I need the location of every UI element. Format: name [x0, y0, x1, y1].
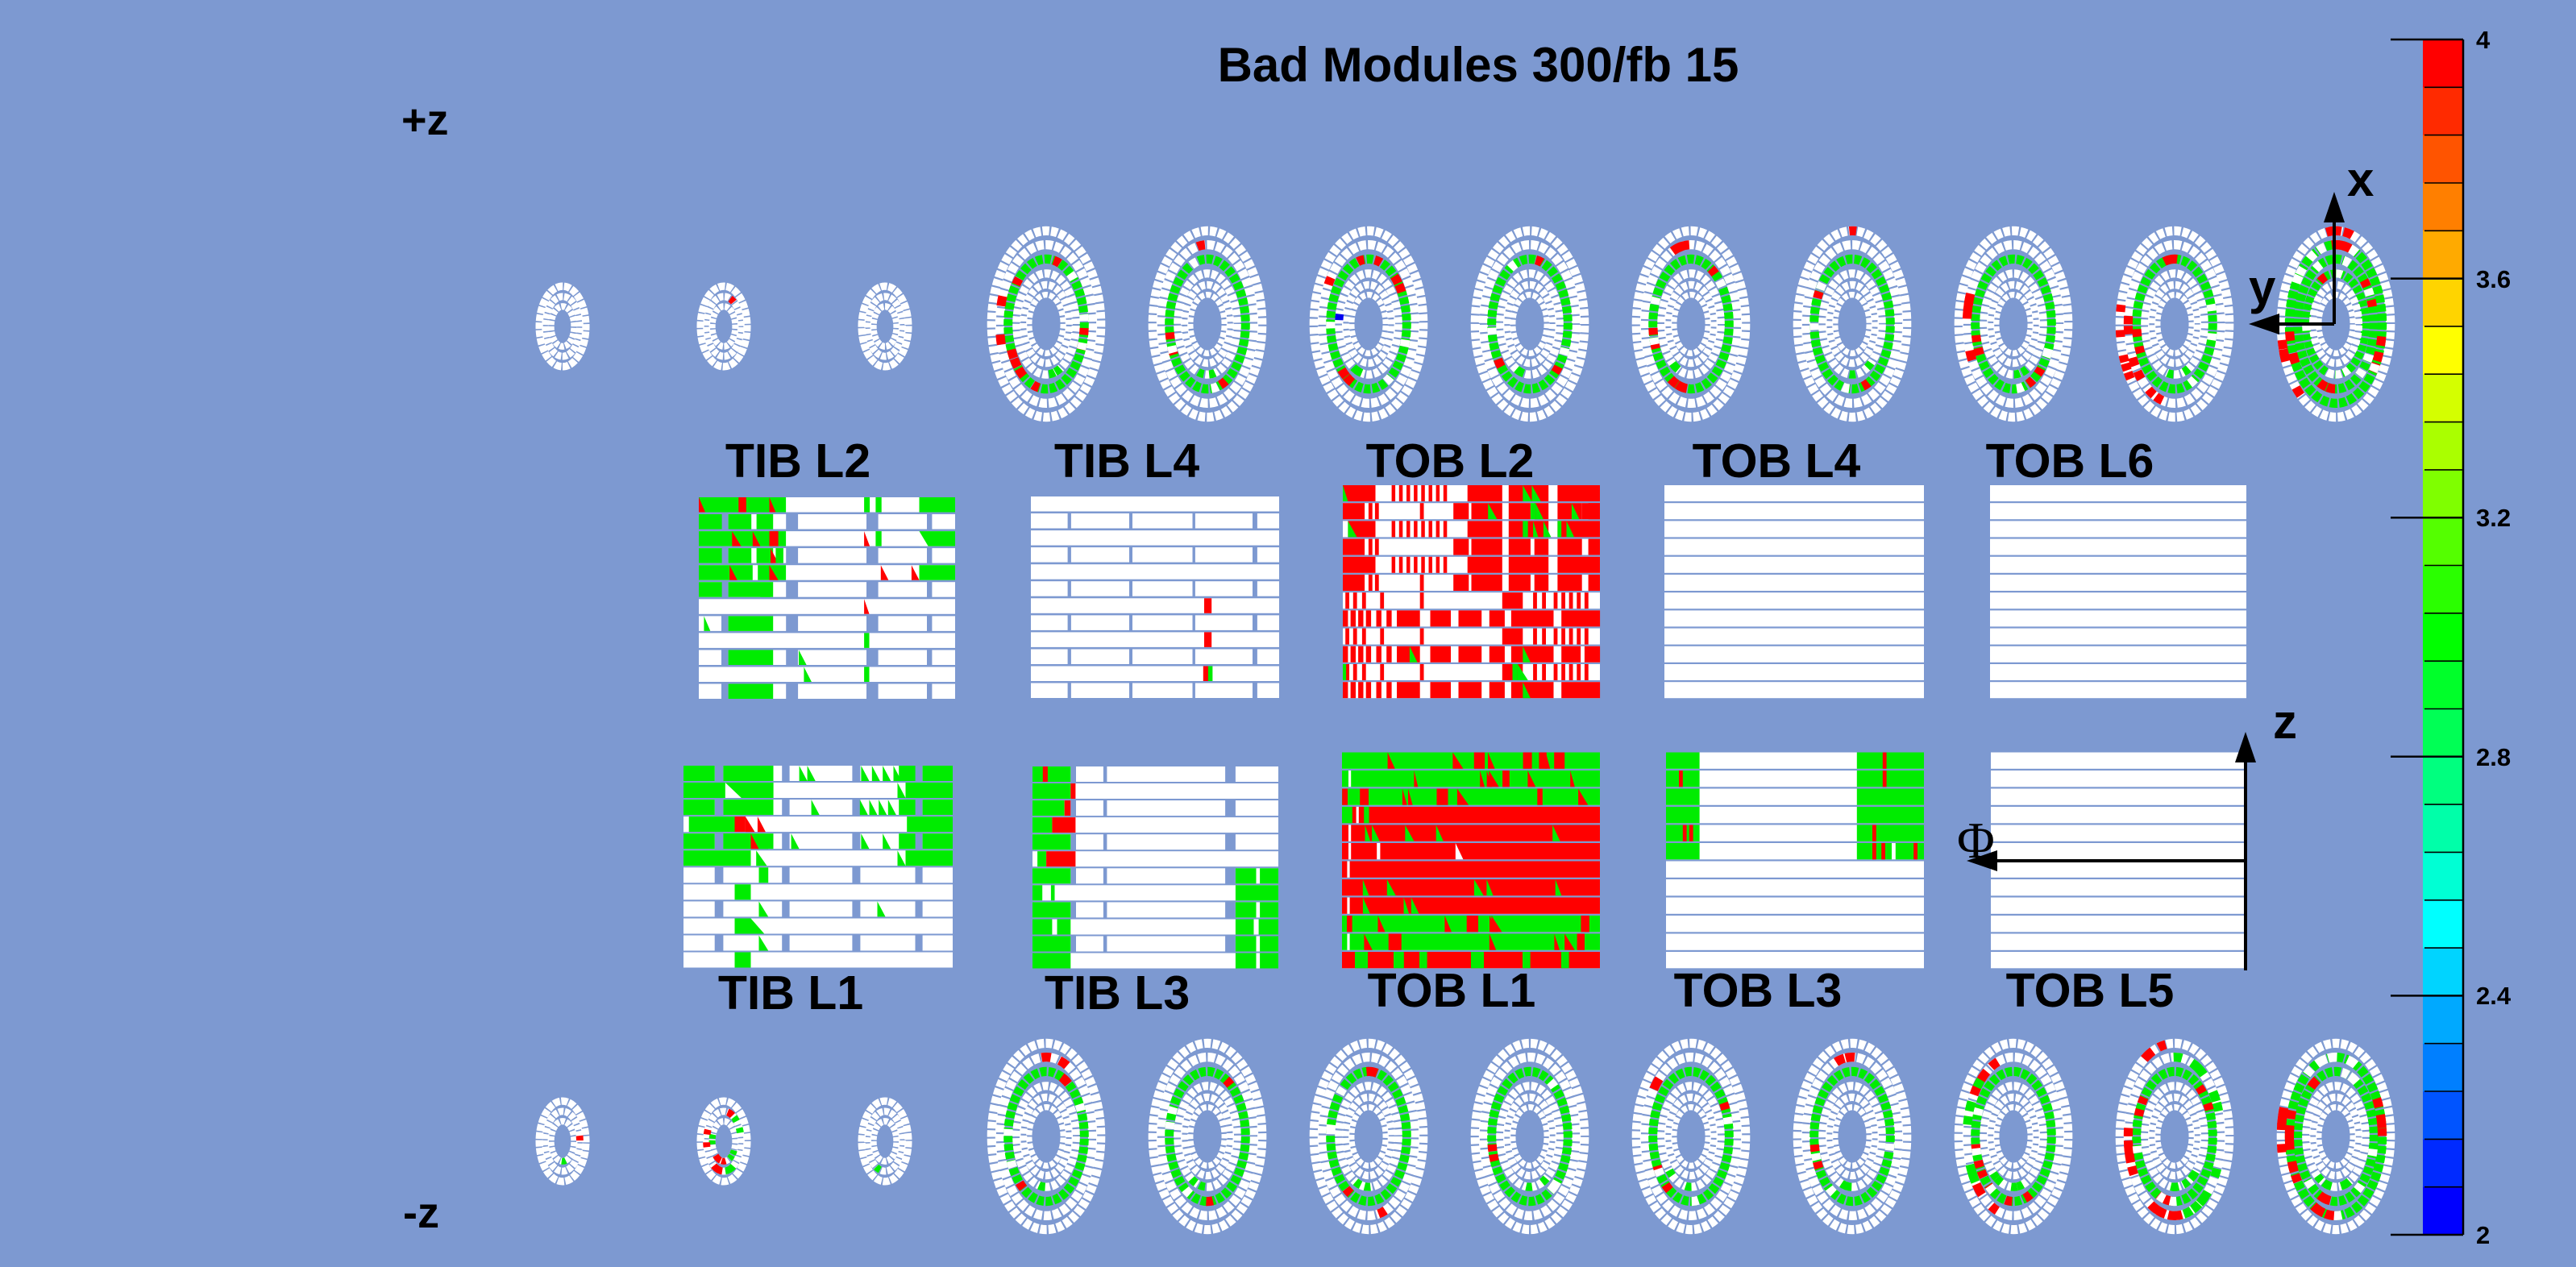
svg-text:2: 2	[2476, 1221, 2490, 1249]
svg-text:TOB L6: TOB L6	[1986, 434, 2154, 488]
svg-text:3.6: 3.6	[2476, 265, 2511, 293]
svg-text:x: x	[2347, 152, 2374, 206]
svg-text:Bad Modules 300/fb 15: Bad Modules 300/fb 15	[1218, 38, 1739, 92]
svg-text:3.2: 3.2	[2476, 504, 2511, 532]
svg-text:TIB L4: TIB L4	[1054, 434, 1199, 488]
svg-text:TOB L4: TOB L4	[1693, 434, 1861, 488]
svg-text:-z: -z	[403, 1189, 439, 1237]
svg-text:+z: +z	[401, 96, 449, 144]
svg-text:TIB L1: TIB L1	[718, 966, 863, 1020]
svg-text:2.8: 2.8	[2476, 743, 2511, 771]
svg-text:TOB L3: TOB L3	[1674, 964, 1843, 1017]
svg-text:TIB L3: TIB L3	[1045, 966, 1190, 1020]
svg-text:TOB L2: TOB L2	[1366, 434, 1535, 488]
svg-text:TIB L2: TIB L2	[725, 434, 870, 488]
svg-text:TOB L1: TOB L1	[1368, 964, 1536, 1017]
svg-text:TOB L5: TOB L5	[2006, 964, 2175, 1017]
svg-text:Φ: Φ	[1957, 812, 1995, 869]
svg-text:z: z	[2273, 695, 2297, 749]
svg-text:2.4: 2.4	[2476, 982, 2512, 1010]
svg-text:y: y	[2249, 260, 2276, 314]
svg-text:4: 4	[2476, 26, 2491, 54]
